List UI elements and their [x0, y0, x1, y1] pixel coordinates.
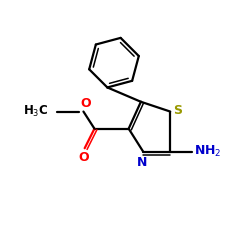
Text: N: N	[137, 156, 147, 169]
Text: O: O	[80, 97, 91, 110]
Text: H$_3$C: H$_3$C	[22, 104, 48, 119]
Text: NH$_2$: NH$_2$	[194, 144, 222, 160]
Text: S: S	[173, 104, 182, 117]
Text: O: O	[78, 151, 89, 164]
